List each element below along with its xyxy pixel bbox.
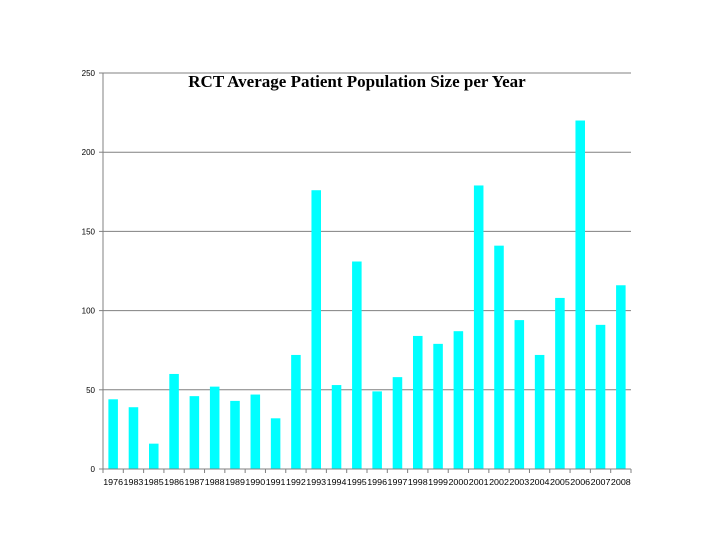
bar-2005 xyxy=(555,297,565,469)
x-tick-label: 1995 xyxy=(347,478,367,487)
bar-1992 xyxy=(291,354,301,469)
x-tick-label: 2001 xyxy=(469,478,489,487)
x-tick-label: 1997 xyxy=(388,478,408,487)
bar-2004 xyxy=(534,354,545,469)
x-tick-label: 2007 xyxy=(591,478,611,487)
bar-1994 xyxy=(331,385,342,469)
x-tick-label: 1999 xyxy=(428,478,448,487)
x-tick-label: 1996 xyxy=(367,478,387,487)
x-tick-label: 1994 xyxy=(327,478,347,487)
x-tick-label: 1985 xyxy=(144,478,164,487)
y-tick-label: 150 xyxy=(82,227,96,236)
bar-1993 xyxy=(311,190,321,469)
x-tick-label: 2005 xyxy=(550,478,570,487)
x-tick-label: 2000 xyxy=(448,478,468,487)
bar-2007 xyxy=(595,324,606,469)
bar-1999 xyxy=(433,343,443,469)
y-tick-label: 0 xyxy=(91,465,96,474)
bar-2003 xyxy=(514,320,525,469)
bar-1990 xyxy=(250,394,261,469)
bar-1996 xyxy=(372,391,382,469)
y-tick-label: 250 xyxy=(82,69,96,78)
x-tick-label: 1991 xyxy=(266,478,286,487)
x-tick-label: 1989 xyxy=(225,478,245,487)
bar-2002 xyxy=(494,245,504,469)
bar-1976 xyxy=(108,399,118,469)
x-tick-label: 2002 xyxy=(489,478,509,487)
x-tick-label: 2006 xyxy=(570,478,590,487)
x-tick-label: 1987 xyxy=(184,478,204,487)
bar-2000 xyxy=(453,331,464,469)
x-tick-label: 2003 xyxy=(509,478,529,487)
bar-1995 xyxy=(352,261,362,469)
x-tick-label: 1986 xyxy=(164,478,184,487)
y-axis-ticks: 0 50 100 150 200 250 xyxy=(82,69,103,474)
x-tick-label: 1976 xyxy=(103,478,123,487)
bar-1986 xyxy=(169,373,179,469)
bar-1998 xyxy=(413,335,423,469)
bar-1997 xyxy=(392,377,403,469)
bars xyxy=(108,120,626,470)
x-tick-label: 1993 xyxy=(306,478,326,487)
gridlines xyxy=(103,72,631,391)
x-tick-label: 1990 xyxy=(245,478,265,487)
x-tick-label: 1992 xyxy=(286,478,306,487)
x-tick-label: 1983 xyxy=(124,478,144,487)
y-tick-label: 200 xyxy=(82,148,96,157)
bar-1989 xyxy=(230,400,240,469)
bar-2001 xyxy=(473,185,484,469)
bar-2006 xyxy=(575,120,585,470)
bar-1985 xyxy=(149,443,159,469)
bar-2008 xyxy=(616,285,626,469)
chart-title: RCT Average Patient Population Size per … xyxy=(188,72,526,91)
x-tick-label: 1988 xyxy=(205,478,225,487)
x-axis-ticks: 1976 1983 1985 1986 1987 1988 1989 1990 1991 1992… xyxy=(102,469,632,487)
x-tick-label: 2008 xyxy=(611,478,631,487)
bar-1987 xyxy=(189,396,200,469)
x-tick-label: 2004 xyxy=(530,478,550,487)
bar-1983 xyxy=(128,407,139,469)
bar-1988 xyxy=(209,386,220,469)
bar-1991 xyxy=(270,418,281,469)
x-tick-label: 1998 xyxy=(408,478,428,487)
y-tick-label: 50 xyxy=(86,386,95,395)
y-tick-label: 100 xyxy=(82,307,96,316)
